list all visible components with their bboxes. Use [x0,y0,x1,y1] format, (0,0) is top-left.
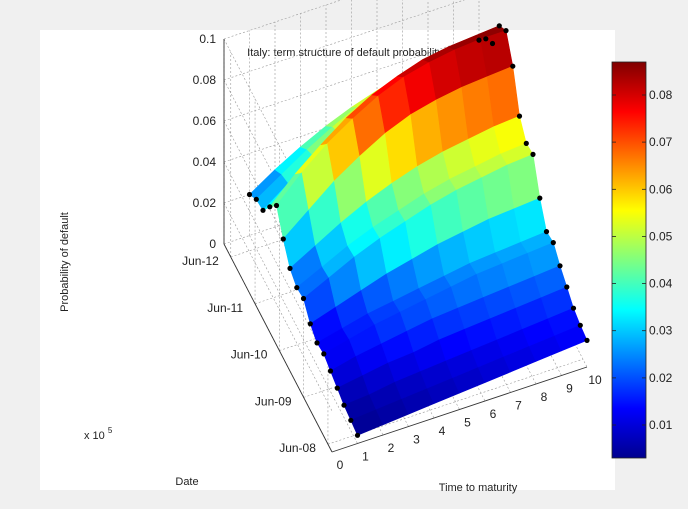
date-tick-label: Jun-10 [231,348,268,362]
axes-box [223,39,588,453]
data-point [503,28,509,34]
data-point [496,23,502,29]
z-tick-label: 0 [209,237,216,251]
data-point [246,191,253,198]
date-tick-label: Jun-09 [255,394,292,408]
x-tick-label: 0 [337,458,344,472]
data-point [557,263,563,269]
colorbar-tick-label: 0.03 [649,324,673,338]
data-point [280,236,286,242]
grid-line-side-z-1 [223,202,333,412]
colorbar [611,61,647,459]
x-tick-label: 6 [490,407,497,421]
x-tick-label: 1 [362,450,369,464]
x-tick-label: 5 [464,416,471,430]
grid-line-back-z-3 [223,35,480,122]
colorbar-tick-label: 0.01 [649,418,673,432]
data-point [334,385,340,391]
data-point [273,202,280,209]
data-point [543,229,550,235]
grid-line-back-z-5 [223,0,342,40]
x-tick-label: 4 [439,424,446,438]
x-tick-label: 8 [541,390,548,404]
date-axis-ticks: Jun-08 Jun-09 Jun-10 Jun-11 Jun-12 [182,254,316,455]
grid-line-back-z-0 [223,158,480,245]
data-point [327,368,334,374]
data-point [294,285,300,291]
z-axis-ticks: 0 0.02 0.04 0.06 0.08 0.1 [193,32,217,251]
colorbar-ticks: 0.01 0.02 0.03 0.04 0.05 0.06 0.07 0.08 [612,88,673,432]
grid-line-side-z-2 [223,161,333,371]
grid-line-side-z-3 [223,120,333,330]
data-point [307,321,313,327]
data-point [570,305,577,311]
y-exponent-base: x 10 [84,430,105,442]
x-tick-label: 2 [388,441,395,455]
z-axis-label: Probability of default [59,212,71,312]
z-tick-label: 0.1 [199,32,216,46]
data-point [516,113,523,119]
x-axis-label: Time to maturity [439,482,518,494]
date-axis-label: Date [175,476,198,488]
data-point [584,337,590,343]
y-exponent-power: 5 [108,426,113,435]
data-point [489,40,496,47]
data-point [577,322,583,328]
data-point [287,265,293,271]
x-tick-label: 9 [566,382,573,396]
data-point [483,36,489,42]
data-point [267,204,273,210]
surface [249,25,588,436]
data-point [476,37,482,43]
colorbar-tick-label: 0.06 [649,182,673,196]
data-point [550,240,556,246]
data-point [253,196,259,202]
x-axis-ticks: 0 1 2 3 4 5 6 7 8 9 10 [337,373,602,472]
data-point [537,195,543,201]
x-tick-label: 3 [413,433,420,447]
colorbar-tick-label: 0.04 [649,277,673,291]
grid-line-side-z-5 [223,38,333,248]
data-point [260,207,266,213]
date-axis-line [223,243,333,453]
colorbar-tick-label: 0.08 [649,88,673,102]
colorbar-tick-label: 0.02 [649,371,673,385]
y-exponent-label: x 10 5 [84,426,113,442]
date-tick-label: Jun-12 [182,254,219,268]
data-point [523,140,529,146]
data-point [354,432,361,438]
data-point [300,295,307,302]
grid-line-back-z-2 [223,76,480,163]
data-point [530,151,536,157]
date-tick-label: Jun-11 [207,301,243,315]
z-tick-label: 0.02 [193,196,217,210]
z-tick-label: 0.04 [193,155,217,169]
x-axis-line [331,366,588,453]
data-point [341,402,347,408]
chart-title: Italy: term structure of default probabi… [247,47,443,59]
data-point [321,351,327,357]
date-tick-label: Jun-08 [279,441,316,455]
data-point [510,63,516,69]
data-markers [246,23,590,438]
data-point [564,284,570,290]
z-tick-label: 0.06 [193,114,217,128]
colorbar-tick-label: 0.05 [649,229,673,243]
x-tick-label: 7 [515,399,522,413]
grid-line-back-z-4 [223,0,465,81]
data-point [314,340,320,346]
grid-line-floor-d-4 [230,171,486,258]
x-tick-label: 10 [588,373,602,387]
colorbar-tick-label: 0.07 [649,135,673,149]
z-tick-label: 0.08 [193,73,217,87]
data-point [348,417,354,423]
